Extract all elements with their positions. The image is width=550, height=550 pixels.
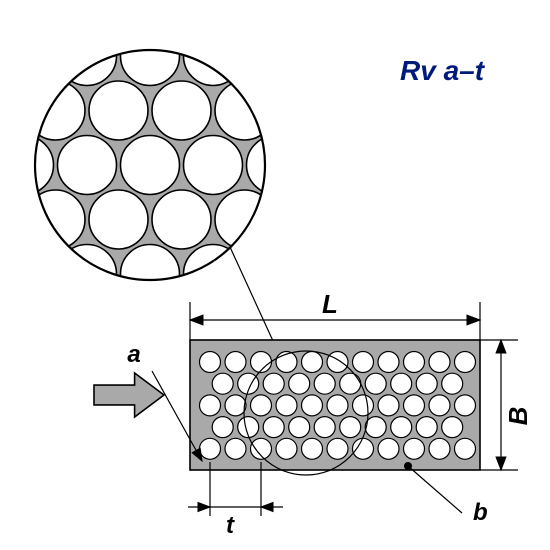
dim-t-label: t [226,512,235,539]
dim-b-label: B [503,407,533,426]
title-label: Rv a–t [400,55,484,87]
perforated-sheet [190,340,480,475]
direction-arrow [94,373,164,417]
dim-l-label: L [322,289,338,319]
zoom-detail [0,0,400,358]
dim-a-label: a [127,341,140,368]
dim-b-label: b [473,499,488,526]
